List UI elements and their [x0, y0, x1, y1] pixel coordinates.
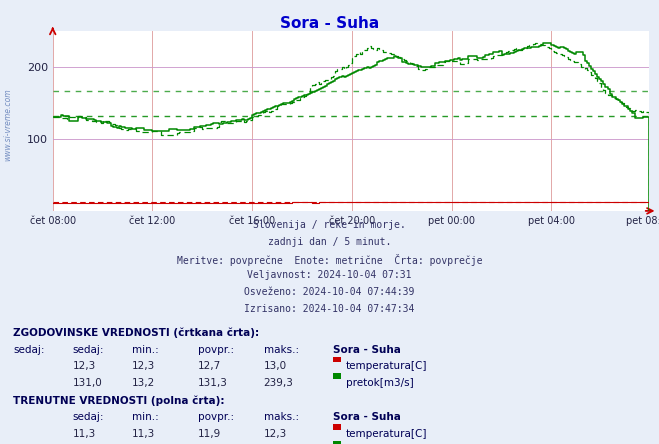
- Text: 12,3: 12,3: [72, 361, 96, 372]
- Text: Veljavnost: 2024-10-04 07:31: Veljavnost: 2024-10-04 07:31: [247, 270, 412, 281]
- Text: min.:: min.:: [132, 345, 159, 355]
- Text: Osveženo: 2024-10-04 07:44:39: Osveženo: 2024-10-04 07:44:39: [244, 287, 415, 297]
- Text: Meritve: povprečne  Enote: metrične  Črta: povprečje: Meritve: povprečne Enote: metrične Črta:…: [177, 254, 482, 266]
- Text: povpr.:: povpr.:: [198, 345, 234, 355]
- Text: 13,2: 13,2: [132, 378, 155, 388]
- Text: temperatura[C]: temperatura[C]: [346, 361, 428, 372]
- Text: min.:: min.:: [132, 412, 159, 422]
- Text: pretok[m3/s]: pretok[m3/s]: [346, 378, 414, 388]
- Text: ZGODOVINSKE VREDNOSTI (črtkana črta):: ZGODOVINSKE VREDNOSTI (črtkana črta):: [13, 328, 259, 338]
- Text: sedaj:: sedaj:: [72, 412, 104, 422]
- Text: 11,9: 11,9: [198, 429, 221, 439]
- Text: 11,3: 11,3: [72, 429, 96, 439]
- Text: Slovenija / reke in morje.: Slovenija / reke in morje.: [253, 220, 406, 230]
- Text: maks.:: maks.:: [264, 412, 299, 422]
- Text: 131,0: 131,0: [72, 378, 102, 388]
- Text: TRENUTNE VREDNOSTI (polna črta):: TRENUTNE VREDNOSTI (polna črta):: [13, 395, 225, 406]
- Text: 13,0: 13,0: [264, 361, 287, 372]
- Text: sedaj:: sedaj:: [13, 345, 45, 355]
- Text: 12,7: 12,7: [198, 361, 221, 372]
- Text: 12,3: 12,3: [264, 429, 287, 439]
- Text: temperatura[C]: temperatura[C]: [346, 429, 428, 439]
- Text: 11,3: 11,3: [132, 429, 155, 439]
- Text: maks.:: maks.:: [264, 345, 299, 355]
- Text: Sora - Suha: Sora - Suha: [333, 412, 401, 422]
- Text: sedaj:: sedaj:: [72, 345, 104, 355]
- Text: povpr.:: povpr.:: [198, 412, 234, 422]
- Text: Sora - Suha: Sora - Suha: [333, 345, 401, 355]
- Text: zadnji dan / 5 minut.: zadnji dan / 5 minut.: [268, 237, 391, 247]
- Text: 12,3: 12,3: [132, 361, 155, 372]
- Text: Sora - Suha: Sora - Suha: [280, 16, 379, 31]
- Text: Izrisano: 2024-10-04 07:47:34: Izrisano: 2024-10-04 07:47:34: [244, 304, 415, 314]
- Text: 239,3: 239,3: [264, 378, 293, 388]
- Text: 131,3: 131,3: [198, 378, 227, 388]
- Text: www.si-vreme.com: www.si-vreme.com: [3, 88, 13, 161]
